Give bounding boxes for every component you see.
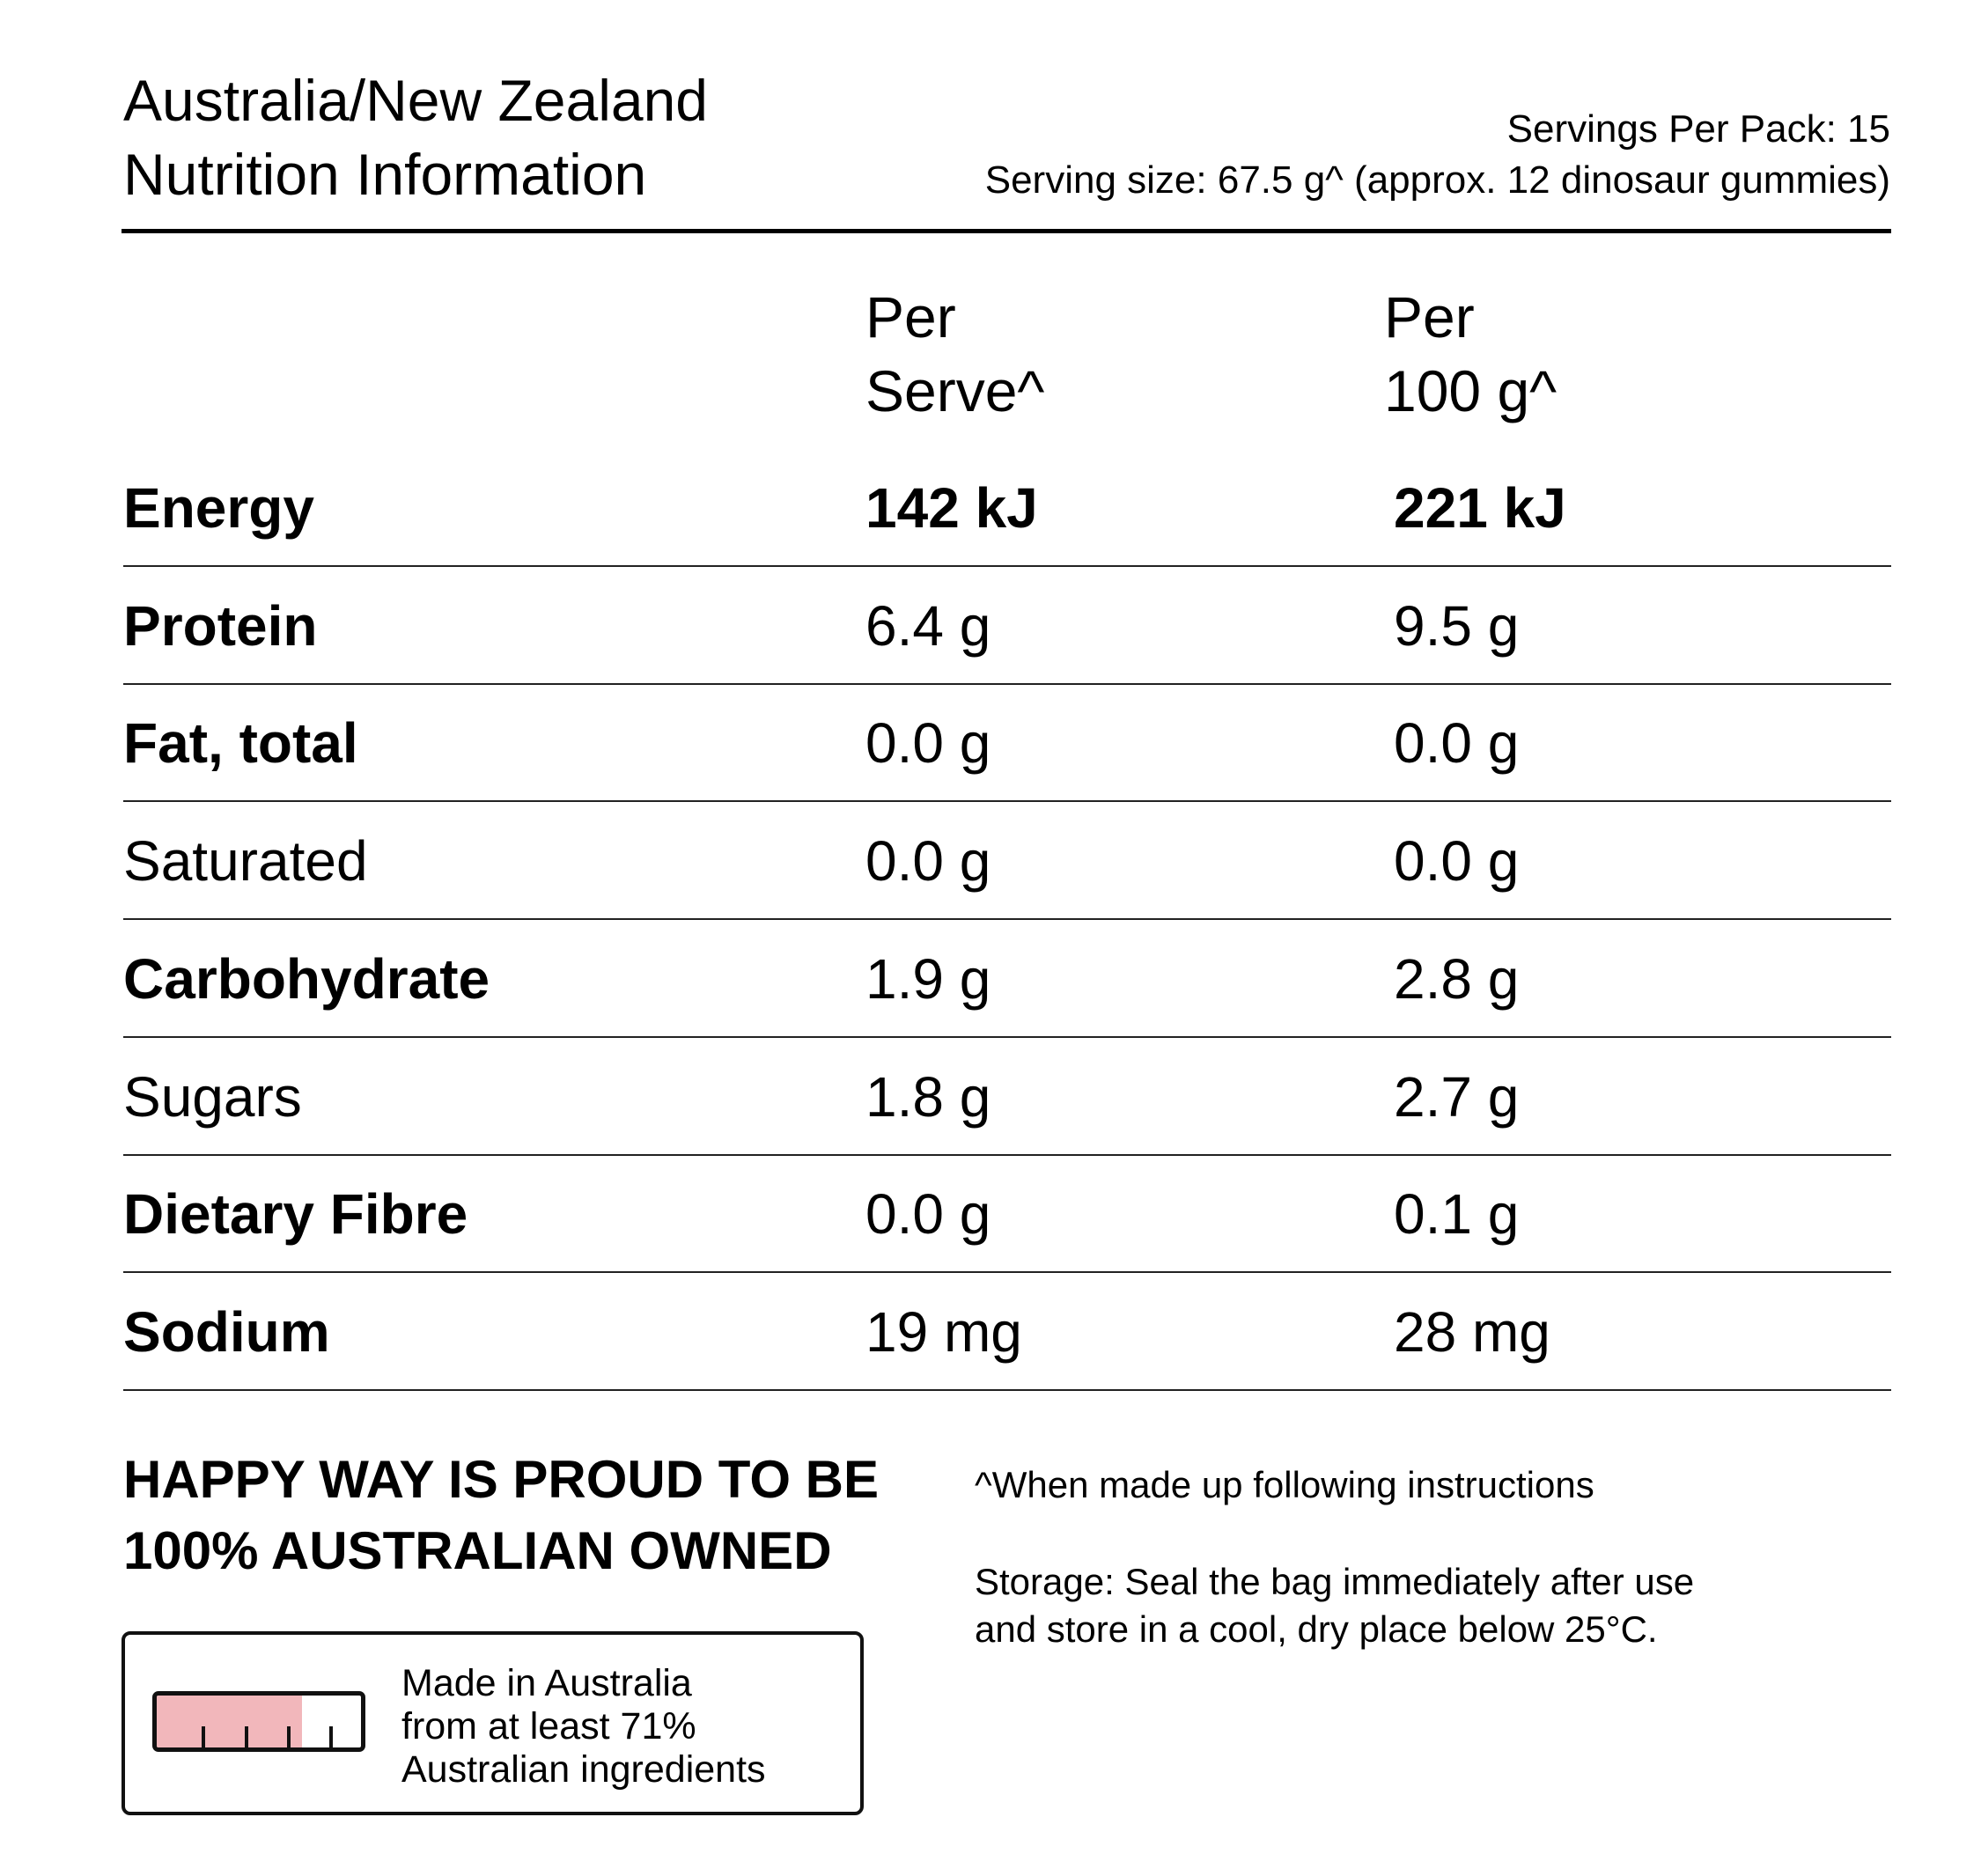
table-row: Saturated 0.0 g 0.0 g: [123, 802, 1891, 921]
per-100g-value: 9.5 g: [1394, 593, 1520, 658]
table-row: Protein 6.4 g 9.5 g: [123, 567, 1891, 685]
per-serve-value: 1.8 g: [865, 1064, 991, 1129]
badge-line-3: Australian ingredients: [401, 1748, 766, 1791]
serving-size: Serving size: 67.5 g^ (approx. 12 dinosa…: [984, 158, 1890, 202]
column-header-line: Serve^: [865, 358, 1045, 423]
table-row: Sugars 1.8 g 2.7 g: [123, 1038, 1891, 1156]
nutrient-label: Carbohydrate: [123, 946, 490, 1011]
nutrient-label: Dietary Fibre: [123, 1182, 468, 1247]
nutrient-label: Sodium: [123, 1299, 330, 1364]
bar-tick: [329, 1726, 333, 1747]
nutrient-label: Protein: [123, 593, 318, 658]
per-100g-value: 28 mg: [1394, 1299, 1550, 1364]
australian-content-fill: [157, 1696, 302, 1747]
storage-line-2: and store in a cool, dry place below 25°…: [975, 1608, 1658, 1650]
made-in-australia-text: Made in Australia from at least 71% Aust…: [401, 1662, 766, 1791]
per-100g-value: 0.0 g: [1394, 829, 1520, 894]
per-serve-value: 0.0 g: [865, 711, 991, 776]
bar-tick: [287, 1726, 291, 1747]
storage-instructions: Storage: Seal the bag immediately after …: [975, 1558, 1694, 1653]
title-line-1: Australia/New Zealand: [123, 68, 708, 133]
per-serve-value: 0.0 g: [865, 829, 991, 894]
made-in-australia-badge: [122, 1631, 864, 1815]
nutrient-label: Saturated: [123, 829, 368, 894]
title-line-2: Nutrition Information: [123, 142, 647, 207]
column-header-line: Per: [1384, 284, 1475, 349]
column-header-line: Per: [865, 284, 956, 349]
badge-line-1: Made in Australia: [401, 1662, 692, 1704]
per-100g-value: 0.1 g: [1394, 1182, 1520, 1247]
ownership-line-2: 100% AUSTRALIAN OWNED: [123, 1521, 832, 1580]
table-row: Carbohydrate 1.9 g 2.8 g: [123, 920, 1891, 1038]
table-row: Energy 142 kJ 221 kJ: [123, 449, 1891, 567]
servings-per-pack: Servings Per Pack: 15: [1506, 107, 1890, 151]
header-divider: [122, 229, 1891, 233]
column-header-per-100g: Per 100 g^: [1384, 280, 1557, 428]
table-row: Sodium 19 mg 28 mg: [123, 1273, 1891, 1391]
ownership-line-1: HAPPY WAY IS PROUD TO BE: [123, 1450, 880, 1509]
column-header-per-serve: Per Serve^: [865, 280, 1044, 428]
per-100g-value: 2.8 g: [1394, 946, 1520, 1011]
per-serve-value: 6.4 g: [865, 593, 991, 658]
per-serve-value: 142 kJ: [865, 476, 1038, 540]
footnote: ^When made up following instructions: [975, 1464, 1594, 1505]
storage-line-1: Storage: Seal the bag immediately after …: [975, 1561, 1695, 1602]
per-100g-value: 2.7 g: [1394, 1064, 1520, 1129]
per-100g-value: 221 kJ: [1394, 476, 1566, 540]
panel-title: Australia/New Zealand Nutrition Informat…: [123, 63, 708, 211]
per-100g-value: 0.0 g: [1394, 711, 1520, 776]
per-serve-value: 1.9 g: [865, 946, 991, 1011]
serving-info: Servings Per Pack: 15 Serving size: 67.5…: [985, 104, 1890, 206]
badge-line-2: from at least 71%: [401, 1705, 696, 1747]
nutrient-label: Energy: [123, 476, 314, 540]
bar-tick: [245, 1726, 248, 1747]
table-row: Fat, total 0.0 g 0.0 g: [123, 684, 1891, 803]
nutrient-label: Sugars: [123, 1064, 302, 1129]
table-row: Dietary Fibre 0.0 g 0.1 g: [123, 1155, 1891, 1274]
ownership-statement: HAPPY WAY IS PROUD TO BE 100% AUSTRALIAN…: [123, 1444, 879, 1586]
per-serve-value: 19 mg: [865, 1299, 1022, 1364]
bar-tick: [202, 1726, 205, 1747]
column-header-line: 100 g^: [1384, 358, 1558, 423]
nutrient-label: Fat, total: [123, 711, 358, 776]
per-serve-value: 0.0 g: [865, 1182, 991, 1247]
australian-content-bar: [152, 1691, 365, 1752]
